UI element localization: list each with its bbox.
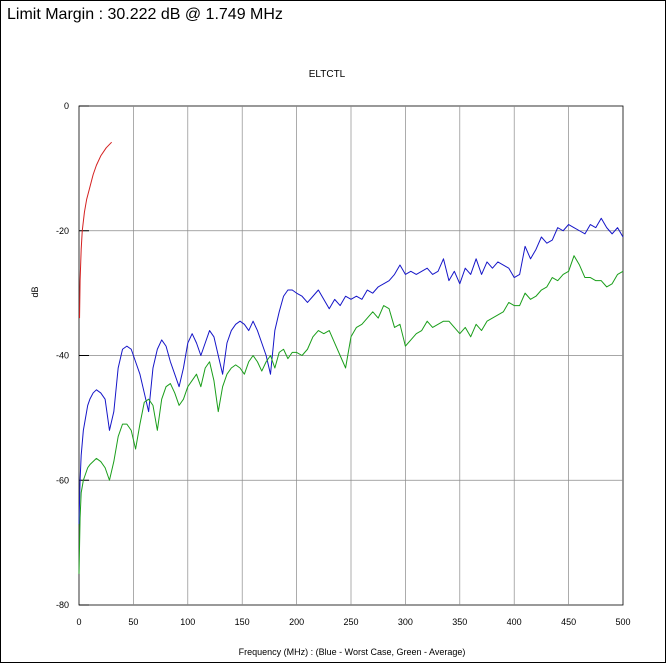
x-tick-label: 250	[343, 617, 358, 627]
limit-line	[79, 141, 112, 319]
series-layer	[78, 141, 624, 574]
x-tick-label: 400	[507, 617, 522, 627]
y-tick-label: -40	[56, 351, 69, 361]
x-tick-label: 300	[398, 617, 413, 627]
x-tick-label: 100	[180, 617, 195, 627]
worst-case-line	[78, 217, 624, 524]
x-tick-label: 0	[76, 617, 81, 627]
y-tick-label: -20	[56, 226, 69, 236]
tick-layer: 0 50 100 150 200 250 300 350 400 450 500 0 -20 -40 -60…	[56, 101, 631, 627]
y-tick-label: -60	[56, 475, 69, 485]
average-line	[78, 255, 624, 574]
x-tick-label: 450	[561, 617, 576, 627]
x-tick-label: 200	[289, 617, 304, 627]
x-axis-label: Frequency (MHz) : (Blue - Worst Case, Gr…	[239, 647, 466, 657]
x-tick-label: 150	[235, 617, 250, 627]
grid-layer	[78, 105, 624, 606]
y-tick-label: 0	[64, 101, 69, 111]
y-axis-label: dB	[30, 286, 40, 297]
x-tick-label: 50	[128, 617, 138, 627]
x-tick-label: 500	[615, 617, 630, 627]
limit-margin-label: Limit Margin : 30.222 dB @ 1.749 MHz	[7, 6, 283, 23]
x-tick-label: 350	[452, 617, 467, 627]
chart-title: ELTCTL	[309, 69, 346, 80]
y-tick-label: -80	[56, 600, 69, 610]
